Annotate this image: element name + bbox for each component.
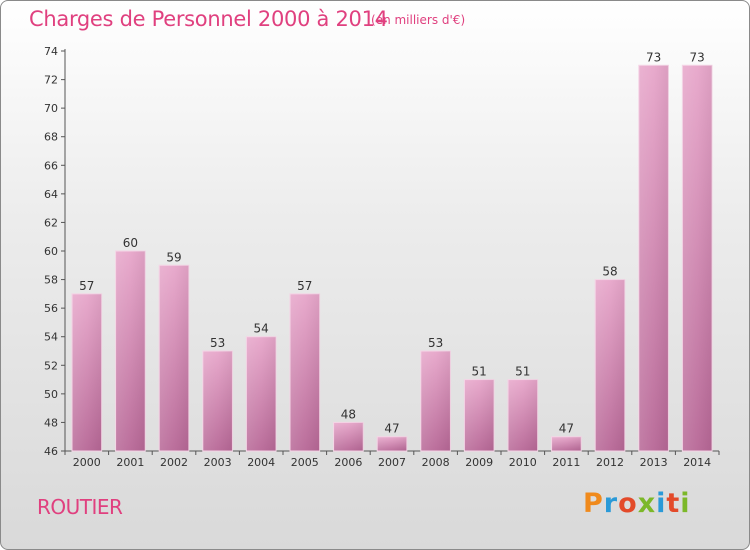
bar-shine-2014 (682, 65, 713, 452)
chart-title: Charges de Personnel 2000 à 2014 (29, 7, 388, 31)
bars (71, 64, 713, 452)
x-tick-label-2014: 2014 (683, 456, 711, 469)
brand-letter: r (603, 488, 619, 519)
y-tick-label: 68 (44, 131, 58, 144)
y-tick-label: 64 (44, 188, 58, 201)
value-label-2005: 57 (297, 279, 312, 293)
y-tick-label: 70 (44, 102, 58, 115)
brand-letter: x (637, 488, 657, 519)
chart-unit: (en milliers d'€) (371, 13, 466, 27)
y-tick-label: 50 (44, 388, 58, 401)
y-tick-label: 60 (44, 245, 58, 258)
x-tick-label-2011: 2011 (552, 456, 580, 469)
value-label-2009: 51 (472, 365, 487, 379)
x-tick-label-2001: 2001 (116, 456, 144, 469)
value-label-2002: 59 (166, 250, 181, 264)
brand-letter: i (680, 488, 691, 519)
brand-letter: t (666, 488, 681, 519)
y-tick-label: 62 (44, 216, 58, 229)
bar-shine-2006 (333, 422, 364, 451)
labels: 57 2000 60 2001 59 2002 53 2003 54 2004 57 2005 48 20… (73, 50, 711, 469)
x-tick-label-2009: 2009 (465, 456, 493, 469)
x-tick-label-2003: 2003 (204, 456, 232, 469)
bar-shine-2010 (507, 379, 538, 451)
bar-shine-2012 (595, 279, 625, 451)
bar-shine-2002 (159, 265, 189, 451)
bar-shine-2009 (464, 379, 495, 451)
value-label-2000: 57 (79, 279, 94, 293)
x-tick-label-2007: 2007 (378, 456, 406, 469)
value-label-2010: 51 (515, 365, 530, 379)
x-tick-label-2005: 2005 (291, 456, 319, 469)
y-tick-label: 58 (44, 274, 58, 287)
x-tick-label-2006: 2006 (334, 456, 362, 469)
x-tick-label-2000: 2000 (73, 456, 101, 469)
bar-shine-2004 (246, 336, 277, 451)
value-label-2012: 58 (602, 265, 617, 279)
x-tick-label-2004: 2004 (247, 456, 275, 469)
x-tick-label-2012: 2012 (596, 456, 624, 469)
value-label-2003: 53 (210, 336, 225, 350)
bar-shine-2003 (202, 351, 233, 451)
x-tick-label-2008: 2008 (422, 456, 450, 469)
bar-shine-2011 (551, 436, 582, 451)
bar-shine-2013 (638, 65, 669, 452)
y-tick-label: 48 (44, 416, 58, 429)
y-tick-label: 66 (44, 159, 58, 172)
y-tick-label: 74 (44, 45, 58, 58)
value-label-2001: 60 (123, 236, 138, 250)
y-tick-label: 72 (44, 74, 58, 87)
bar-shine-2007 (377, 436, 407, 451)
x-tick-label-2013: 2013 (640, 456, 668, 469)
value-label-2006: 48 (341, 407, 356, 421)
value-label-2004: 54 (254, 322, 269, 336)
bar-shine-2008 (420, 351, 451, 451)
y-tick-label: 56 (44, 302, 58, 315)
bar-shine-2005 (289, 293, 320, 451)
value-label-2014: 73 (690, 50, 705, 64)
brand-letter: P (583, 488, 604, 519)
value-label-2008: 53 (428, 336, 443, 350)
value-label-2013: 73 (646, 50, 661, 64)
brand-letter: o (618, 488, 638, 519)
y-tick-label: 52 (44, 359, 58, 372)
brand-letter: i (656, 488, 667, 519)
value-label-2007: 47 (384, 422, 399, 436)
y-tick-label: 46 (44, 445, 58, 458)
axes: 46 48 50 52 54 56 58 60 62 64 66 68 70 72 74 (44, 45, 720, 458)
y-tick-label: 54 (44, 331, 58, 344)
x-tick-label-2002: 2002 (160, 456, 188, 469)
bar-shine-2001 (115, 251, 146, 451)
bar-shine-2000 (71, 293, 102, 451)
commune-name: ROUTIER (37, 495, 123, 519)
proxiti-logo: Proxiti (583, 488, 691, 519)
x-tick-label-2010: 2010 (509, 456, 537, 469)
value-label-2011: 47 (559, 422, 574, 436)
